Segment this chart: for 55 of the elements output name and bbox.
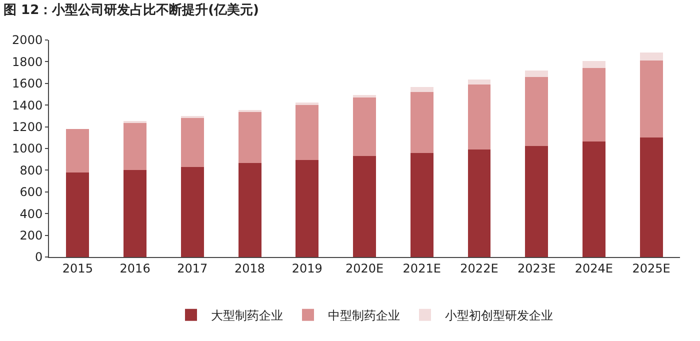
bar <box>238 163 262 257</box>
bar <box>180 117 204 167</box>
y-tick-label: 1600 <box>12 76 43 91</box>
legend-label: 中型制药企业 <box>328 308 400 323</box>
chart-title: 图 12：小型公司研发占比不断提升(亿美元) <box>4 2 259 18</box>
bar <box>410 87 434 92</box>
x-tick-label: 2024E <box>574 261 614 276</box>
bar <box>66 172 90 257</box>
bar <box>353 98 376 156</box>
bar <box>353 156 376 257</box>
bar <box>124 170 147 257</box>
bar <box>296 160 319 257</box>
bar <box>640 138 663 257</box>
bar <box>468 150 491 257</box>
x-tick-label: 2015 <box>62 261 93 276</box>
bar <box>124 123 147 170</box>
bar <box>410 92 434 153</box>
bar <box>640 60 663 138</box>
legend-label: 大型制药企业 <box>211 308 283 323</box>
y-tick-label: 2000 <box>12 33 43 48</box>
bar <box>640 52 663 61</box>
bar <box>582 68 606 142</box>
y-tick-label: 1400 <box>12 98 43 112</box>
y-tick-label: 0 <box>34 250 43 264</box>
bar <box>180 166 204 257</box>
bar <box>468 84 491 150</box>
y-tick-label: 1200 <box>12 120 43 134</box>
bar <box>296 102 319 106</box>
legend-label: 小型初创型研发企业 <box>445 308 553 323</box>
x-tick-label: 2025E <box>632 261 670 276</box>
bar <box>582 61 606 68</box>
bar <box>238 111 262 164</box>
bar <box>525 70 548 77</box>
y-tick-label: 800 <box>20 163 43 178</box>
bar <box>353 94 376 98</box>
y-tick-label: 600 <box>20 185 43 200</box>
x-tick-label: 2020E <box>345 261 384 276</box>
x-tick-label: 2017 <box>177 261 208 276</box>
bar <box>582 141 606 257</box>
x-tick-label: 2016 <box>120 261 150 276</box>
x-tick-label: 2022E <box>460 261 498 276</box>
x-tick-label: 2021E <box>402 261 441 276</box>
bar <box>410 152 434 257</box>
x-tick-label: 2023E <box>518 261 556 276</box>
bar <box>525 146 548 257</box>
bar <box>296 105 319 160</box>
y-tick-label: 1000 <box>12 142 43 156</box>
y-tick-label: 200 <box>20 228 43 242</box>
y-tick-label: 400 <box>20 206 43 221</box>
x-tick-label: 2019 <box>292 261 322 276</box>
bar <box>468 80 491 84</box>
bar <box>66 128 90 172</box>
x-tick-label: 2018 <box>234 261 266 276</box>
bar <box>525 76 548 146</box>
y-tick-label: 1800 <box>12 54 43 69</box>
